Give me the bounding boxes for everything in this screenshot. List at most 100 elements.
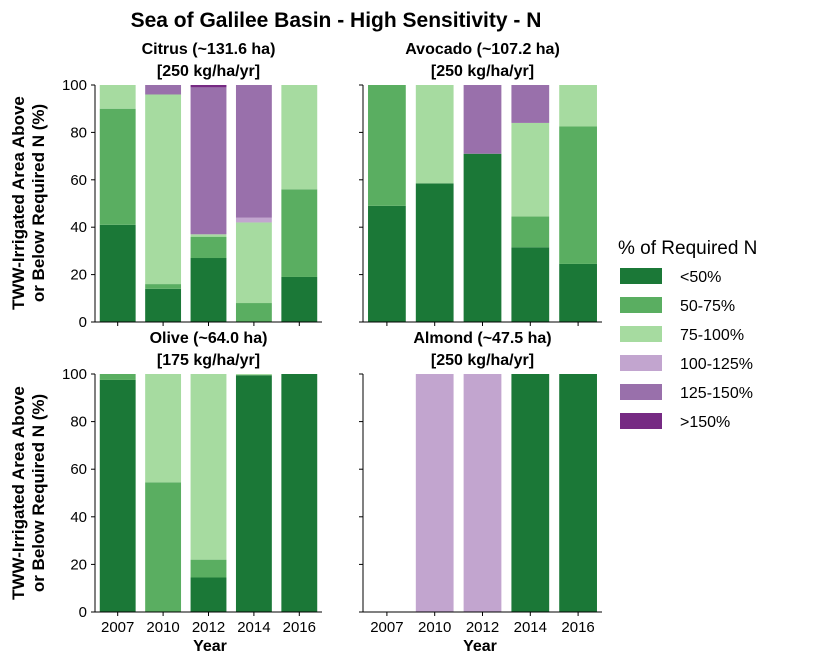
- bar-segment: [559, 263, 597, 322]
- bar-segment: [511, 374, 550, 612]
- bar-segment: [463, 153, 502, 322]
- bar-segment: [99, 85, 136, 109]
- x-tick-label: 2012: [192, 619, 225, 636]
- y-tick-label: 100: [62, 366, 87, 383]
- bar-segment: [235, 375, 272, 612]
- chart-panels: Citrus (~131.6 ha) [250 kg/ha/yr] 0 20 40 60 8…: [62, 41, 602, 636]
- panel-title: Olive (~64.0 ha): [150, 330, 268, 347]
- bar-segment: [415, 374, 454, 612]
- y-tick-label: 20: [70, 267, 87, 284]
- bar-segment: [190, 374, 227, 560]
- bar-segment: [145, 85, 182, 95]
- bar-segment: [415, 85, 454, 184]
- x-tick-label: 2014: [237, 619, 270, 636]
- legend-label: >150%: [680, 414, 730, 431]
- bar-segment: [99, 224, 136, 322]
- bar-segment: [368, 85, 406, 206]
- legend-entries: <50% 50-75% 75-100% 100-125% 125-150% >150%: [620, 268, 753, 431]
- x-tick-label: 2016: [283, 619, 316, 636]
- legend: % of Required N <50% 50-75% 75-100% 100-125…: [618, 238, 757, 431]
- bar-segment: [463, 374, 502, 612]
- bar-segment: [281, 374, 318, 612]
- panel-title: Avocado (~107.2 ha): [405, 41, 560, 58]
- y-tick-label: 0: [79, 604, 87, 621]
- y-tick-label: 0: [79, 314, 87, 331]
- bar-segment: [235, 303, 272, 322]
- y-tick-label: 40: [70, 219, 87, 236]
- panel-subtitle: [250 kg/ha/yr]: [431, 63, 534, 80]
- bar-segment: [99, 379, 136, 612]
- chart-panel-1: Citrus (~131.6 ha) [250 kg/ha/yr] 0 20 40 60 8…: [62, 41, 322, 331]
- x-tick-label: 2012: [466, 619, 499, 636]
- legend-swatch: [620, 384, 662, 400]
- y-axis-label-bottom: TWW-Irrigated Area Above or Below Requir…: [9, 386, 48, 600]
- bar-segment: [281, 85, 318, 190]
- bar-segment: [99, 108, 136, 225]
- y-axis-label-top-line1: TWW-Irrigated Area Above: [9, 96, 28, 310]
- bar-segment: [235, 222, 272, 304]
- panel-subtitle: [250 kg/ha/yr]: [157, 63, 260, 80]
- bar-segment: [511, 122, 550, 217]
- bar-segment: [559, 85, 597, 127]
- bar-segment: [190, 87, 227, 235]
- x-tick-label: 2010: [418, 619, 451, 636]
- bar-segment: [511, 247, 550, 322]
- legend-swatch: [620, 355, 662, 371]
- bar-segment: [511, 216, 550, 248]
- panel-subtitle: [250 kg/ha/yr]: [431, 352, 534, 369]
- x-tick-label: 2007: [370, 619, 403, 636]
- x-axis-label-right: Year: [463, 638, 497, 655]
- bar-segment: [145, 288, 182, 322]
- bar-segment: [559, 126, 597, 264]
- bar-segment: [415, 183, 454, 322]
- bar-segment: [511, 85, 550, 123]
- bar-segment: [190, 85, 227, 88]
- y-tick-label: 20: [70, 556, 87, 573]
- chart-panel-3: Olive (~64.0 ha) [175 kg/ha/yr] 0 20 40 60 80 1…: [62, 330, 322, 636]
- legend-label: 100-125%: [680, 356, 753, 373]
- x-axis-label-left: Year: [193, 638, 227, 655]
- bar-segment: [145, 482, 182, 612]
- legend-label: <50%: [680, 269, 721, 286]
- legend-label: 75-100%: [680, 327, 744, 344]
- legend-swatch: [620, 413, 662, 429]
- bar-segment: [145, 94, 182, 285]
- y-axis-label-bottom-line2: or Below Required N (%): [29, 394, 48, 592]
- chart-panel-4: Almond (~47.5 ha) [250 kg/ha/yr] 2007 2010 2…: [359, 330, 602, 636]
- panel-subtitle: [175 kg/ha/yr]: [157, 352, 260, 369]
- y-tick-label: 60: [70, 461, 87, 478]
- legend-swatch: [620, 268, 662, 284]
- bar-segment: [281, 276, 318, 322]
- bar-segment: [145, 284, 182, 289]
- legend-label: 125-150%: [680, 385, 753, 402]
- x-tick-label: 2007: [101, 619, 134, 636]
- bar-segment: [190, 236, 227, 259]
- bar-segment: [559, 374, 597, 612]
- y-tick-label: 60: [70, 172, 87, 189]
- bar-segment: [190, 577, 227, 612]
- y-tick-label: 40: [70, 509, 87, 526]
- figure-title: Sea of Galilee Basin - High Sensitivity …: [131, 9, 542, 32]
- bar-segment: [235, 85, 272, 218]
- y-tick-label: 80: [70, 414, 87, 431]
- bar-segment: [190, 234, 227, 237]
- y-axis-label-top-line2: or Below Required N (%): [29, 104, 48, 302]
- bar-segment: [368, 205, 406, 322]
- bar-segment: [99, 374, 136, 380]
- panel-title: Almond (~47.5 ha): [413, 330, 551, 347]
- chart-panel-2: Avocado (~107.2 ha) [250 kg/ha/yr]: [359, 41, 602, 326]
- legend-swatch: [620, 297, 662, 313]
- legend-label: 50-75%: [680, 298, 735, 315]
- bar-segment: [145, 374, 182, 483]
- bar-segment: [190, 258, 227, 322]
- legend-title: % of Required N: [618, 238, 757, 259]
- x-tick-label: 2010: [146, 619, 179, 636]
- bar-segment: [463, 85, 502, 154]
- bar-segment: [281, 189, 318, 277]
- y-axis-label-top: TWW-Irrigated Area Above or Below Requir…: [9, 96, 48, 310]
- bar-segment: [190, 559, 227, 578]
- y-tick-label: 80: [70, 124, 87, 141]
- bar-segment: [235, 217, 272, 223]
- legend-swatch: [620, 326, 662, 342]
